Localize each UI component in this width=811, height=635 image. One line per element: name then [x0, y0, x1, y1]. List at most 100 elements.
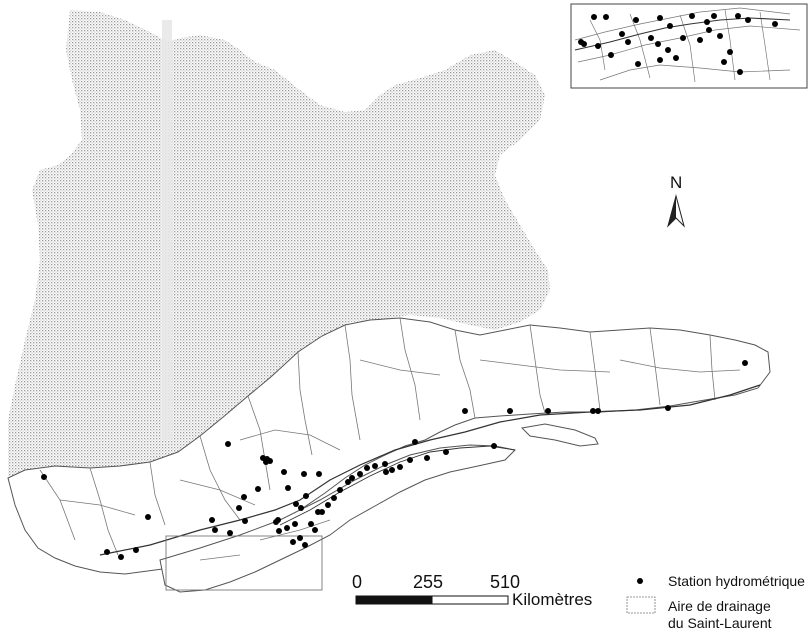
station-dot — [284, 525, 290, 531]
station-dot — [331, 495, 337, 501]
sub-basin-boundaries — [39, 317, 741, 561]
station-dot — [462, 408, 468, 414]
station-dot — [297, 535, 303, 541]
station-dot — [665, 405, 671, 411]
inset-station-dot — [697, 37, 703, 43]
station-dot — [303, 493, 309, 499]
station-dot — [383, 469, 389, 475]
station-dot — [308, 521, 314, 527]
legend-basin-label-line2: du Saint-Laurent — [668, 615, 772, 631]
station-dot — [209, 517, 215, 523]
station-dot — [412, 439, 418, 445]
inset-river — [574, 17, 791, 51]
station-dot — [364, 465, 370, 471]
inset-station-dot — [717, 33, 723, 39]
hydrometric-stations-main — [41, 360, 748, 560]
station-dot — [345, 479, 351, 485]
river-south-bank — [279, 445, 516, 526]
station-dot — [407, 457, 413, 463]
inset-station-dot — [625, 39, 631, 45]
station-dot — [301, 471, 307, 477]
north-arrow-icon — [667, 194, 685, 228]
station-dot — [491, 443, 497, 449]
legend-basin-label-line1: Aire de drainage — [668, 598, 771, 614]
north-label: N — [670, 173, 683, 192]
inset-station-dot — [735, 13, 741, 19]
inset-station-dot — [665, 47, 671, 53]
scale-tick-255: 255 — [413, 572, 444, 592]
station-dot — [424, 455, 430, 461]
station-dot — [302, 542, 308, 548]
station-dot — [292, 521, 298, 527]
station-dot — [293, 501, 299, 507]
legend-station-symbol — [637, 578, 643, 584]
station-dot — [389, 467, 395, 473]
inset-station-dot — [595, 43, 601, 49]
inset-station-dot — [680, 35, 686, 41]
station-dot — [372, 463, 378, 469]
station-dot — [281, 469, 287, 475]
inset-station-dot — [648, 35, 654, 41]
scale-tick-510: 510 — [490, 572, 521, 592]
inset-station-dot — [655, 41, 661, 47]
station-dot — [316, 471, 322, 477]
meridian-strip — [162, 20, 172, 440]
station-dot — [545, 408, 551, 414]
scale-unit-label: Kilomètres — [512, 590, 593, 609]
inset-station-dot — [673, 55, 679, 61]
anticosti-island — [520, 423, 599, 447]
scale-bar — [355, 595, 509, 605]
legend-station-label: Station hydrométrique — [668, 573, 805, 589]
station-dot — [507, 408, 513, 414]
station-dot — [41, 474, 47, 480]
station-dot — [290, 539, 296, 545]
inset-station-dot — [711, 13, 717, 19]
station-dot — [590, 408, 596, 414]
station-dot — [241, 494, 247, 500]
inset-station-dot — [727, 49, 733, 55]
station-dot — [236, 505, 242, 511]
inset-station-dot — [578, 39, 584, 45]
station-dot — [443, 449, 449, 455]
saint-laurent-river — [99, 384, 761, 556]
inset-station-dot — [591, 14, 597, 20]
station-dot — [325, 502, 331, 508]
station-dot — [118, 554, 124, 560]
inset-station-dot — [608, 52, 614, 58]
scale-tick-0: 0 — [352, 572, 363, 592]
inset-station-dot — [633, 17, 639, 23]
station-dot — [397, 464, 403, 470]
station-dot — [255, 486, 261, 492]
station-dot — [145, 514, 151, 520]
station-dot — [276, 528, 282, 534]
station-dot — [104, 549, 110, 555]
station-dot — [298, 505, 304, 511]
inset-station-dot — [603, 14, 609, 20]
station-dot — [285, 485, 291, 491]
station-dot — [212, 527, 218, 533]
inset-station-dot — [635, 61, 641, 67]
inset-map-frame — [570, 3, 808, 89]
station-dot — [227, 530, 233, 536]
station-dot — [133, 547, 139, 553]
inset-station-dot — [745, 17, 751, 23]
station-dot — [312, 527, 318, 533]
station-dot — [225, 441, 231, 447]
inset-station-dot — [619, 31, 625, 37]
inset-station-dot — [737, 69, 743, 75]
inset-station-dot — [657, 57, 663, 63]
station-dot — [242, 518, 248, 524]
legend-basin-symbol — [626, 596, 656, 614]
inset-station-dot — [772, 21, 778, 27]
station-dot — [315, 509, 321, 515]
station-dot — [349, 475, 355, 481]
inset-station-dot — [667, 23, 673, 29]
inset-station-dot — [689, 13, 695, 19]
inset-station-dot — [706, 27, 712, 33]
station-dot — [742, 360, 748, 366]
station-dot — [382, 461, 388, 467]
inset-station-dot — [704, 19, 710, 25]
station-dot — [357, 471, 363, 477]
